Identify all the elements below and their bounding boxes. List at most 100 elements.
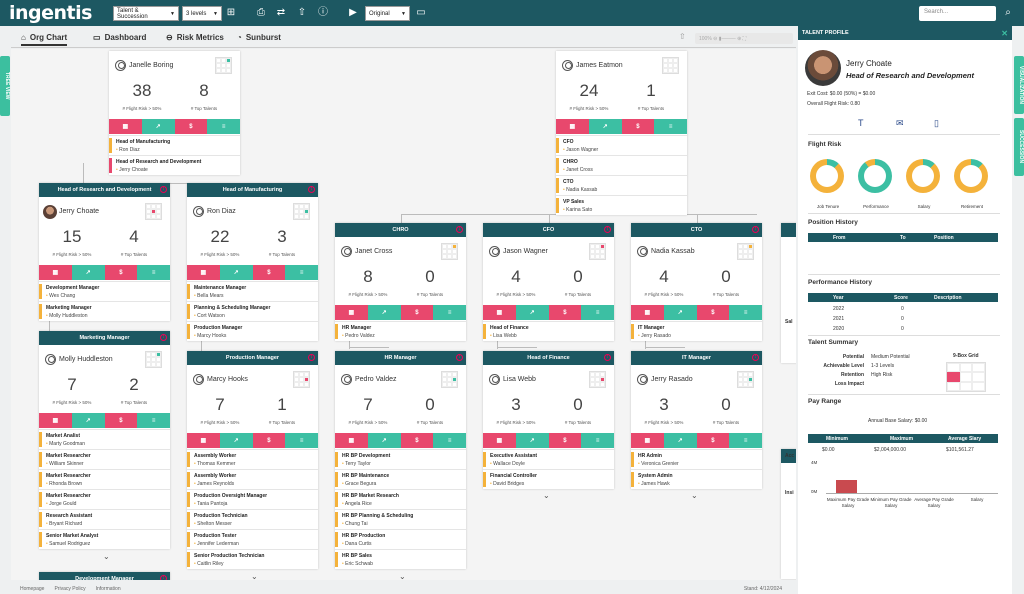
footer-link-information[interactable]: Information [95, 585, 121, 592]
chevron-down-icon[interactable]: ⌄ [399, 572, 406, 580]
money-icon[interactable]: $ [621, 119, 655, 134]
report-item[interactable]: CFO Jason Wagner [556, 135, 687, 155]
org-card[interactable]: James Eatmon 24 1 # Flight Risk > 50% # Top … [556, 51, 687, 215]
version-select[interactable]: Original ▼ [365, 6, 410, 21]
actions-icon[interactable]: ≡ [285, 433, 318, 448]
money-icon[interactable]: $ [104, 413, 138, 428]
view-select[interactable]: Talent & Succession ▼ [113, 6, 179, 21]
report-item[interactable]: Financial Controller David Bridges [483, 469, 614, 489]
chart-icon[interactable]: ↗ [663, 305, 697, 320]
report-item[interactable]: HR BP Market Research Angela Rice [335, 489, 466, 509]
chart-icon[interactable]: ↗ [71, 413, 105, 428]
info-icon[interactable]: ! [604, 226, 611, 233]
org-card[interactable]: Marketing Manager! Molly Huddleston 7 2 # Fl… [39, 331, 170, 549]
report-item[interactable]: HR Admin Veronica Grenier [631, 449, 762, 469]
chevron-down-icon[interactable]: ⌄ [691, 491, 698, 500]
money-icon[interactable]: $ [696, 433, 730, 448]
share-icon[interactable]: ⇧ [297, 7, 307, 18]
info-icon[interactable]: ! [308, 354, 315, 361]
report-item[interactable]: HR Manager Pedro Valdez [335, 321, 466, 341]
org-card[interactable]: CTO! Nadia Kassab 4 0 # Flight Risk > 50% # T… [631, 223, 762, 341]
actions-icon[interactable]: ≡ [285, 265, 318, 280]
report-item[interactable]: Maintenance Manager Bella Mears [187, 281, 318, 301]
tab-dashboard[interactable]: ▭ Dashboard [93, 33, 147, 42]
visualization-tab[interactable]: VISUALIZATION [1014, 56, 1024, 114]
report-item[interactable]: Market Researcher Rhonda Brown [39, 469, 170, 489]
mail-icon[interactable]: ✉ [896, 118, 904, 128]
info-icon[interactable]: ! [752, 226, 759, 233]
calendar-icon[interactable]: ▦ [335, 433, 368, 448]
org-chart-canvas[interactable]: Janelle Boring 38 8 # Flight Risk > 50% # To… [11, 49, 796, 580]
calendar-icon[interactable]: ▦ [109, 119, 142, 134]
chevron-down-icon[interactable]: ⌄ [543, 491, 550, 500]
chart-icon[interactable]: ↗ [515, 305, 549, 320]
play-icon[interactable]: ▶ [349, 7, 357, 18]
report-item[interactable]: HR BP Production Dana Curtis [335, 529, 466, 549]
org-card[interactable]: Head of Research and Development! Jerry C… [39, 183, 170, 321]
info-icon[interactable]: ! [160, 334, 167, 341]
calendar-icon[interactable]: ▦ [187, 265, 220, 280]
close-icon[interactable]: ✕ [1001, 28, 1008, 38]
report-item[interactable]: System Admin James Hawk [631, 469, 762, 489]
info-icon[interactable]: ! [308, 186, 315, 193]
info-icon[interactable]: ! [160, 186, 167, 193]
calendar-icon[interactable]: ▦ [39, 413, 72, 428]
hierarchy-icon[interactable]: ⊞ [226, 7, 236, 18]
report-item[interactable]: CHRO Janet Cross [556, 155, 687, 175]
footer-link-privacy[interactable]: Privacy Policy [54, 585, 86, 592]
levels-select[interactable]: 3 levels ▼ [182, 6, 222, 21]
tree-view-tab[interactable]: TREE VIEW [0, 56, 10, 116]
tab-sunburst[interactable]: ◔ Sunburst [237, 33, 281, 42]
report-item[interactable]: CTO Nadia Kassab [556, 175, 687, 195]
org-card[interactable]: CHRO! Janet Cross 8 0 # Flight Risk > 50% # T… [335, 223, 466, 341]
info-icon[interactable]: ! [160, 575, 167, 580]
phone-icon[interactable]: ▯ [934, 118, 939, 128]
chart-icon[interactable]: ↗ [367, 433, 401, 448]
calendar-icon[interactable]: ▦ [483, 433, 516, 448]
report-item[interactable]: Market Analist Marty Goodman [39, 429, 170, 449]
tab-risk-metrics[interactable]: ⊖ Risk Metrics [166, 33, 224, 42]
money-icon[interactable]: $ [548, 305, 582, 320]
org-card[interactable]: HR Manager! Pedro Valdez 7 0 # Flight Risk >… [335, 351, 466, 569]
money-icon[interactable]: $ [252, 265, 286, 280]
actions-icon[interactable]: ≡ [729, 305, 762, 320]
org-card-partial[interactable]: Acc [781, 449, 796, 579]
teams-icon[interactable]: T [858, 118, 864, 128]
actions-icon[interactable]: ≡ [654, 119, 687, 134]
calendar-icon[interactable]: ▦ [335, 305, 368, 320]
org-card[interactable]: IT Manager! Jerry Rasado 3 0 # Flight Risk >… [631, 351, 762, 489]
report-item[interactable]: Senior Market Analyst Samuel Rodriguez [39, 529, 170, 549]
info-icon[interactable]: ⓘ [318, 7, 328, 18]
report-item[interactable]: Production Technician Shelton Messer [187, 509, 318, 529]
actions-icon[interactable]: ≡ [433, 305, 466, 320]
money-icon[interactable]: $ [400, 433, 434, 448]
calendar-icon[interactable]: ▦ [483, 305, 516, 320]
actions-icon[interactable]: ≡ [207, 119, 240, 134]
money-icon[interactable]: $ [252, 433, 286, 448]
up-arrow-icon[interactable]: ⇧ [679, 32, 686, 41]
calendar-icon[interactable]: ▦ [187, 433, 220, 448]
report-item[interactable]: Market Researcher Jorge Gould [39, 489, 170, 509]
search-input[interactable]: Search... [919, 6, 996, 21]
chart-icon[interactable]: ↗ [141, 119, 175, 134]
export-icon[interactable]: ⇄ [276, 7, 286, 18]
org-card[interactable]: Development Manager! [39, 572, 170, 580]
org-card[interactable]: Head of Manufacturing! Ron Diaz 22 3 # Fligh… [187, 183, 318, 341]
report-item[interactable]: Production Manager Marcy Hooks [187, 321, 318, 341]
info-icon[interactable]: ! [604, 354, 611, 361]
report-item[interactable]: Marketing Manager Molly Huddleston [39, 301, 170, 321]
money-icon[interactable]: $ [400, 305, 434, 320]
actions-icon[interactable]: ≡ [137, 265, 170, 280]
report-item[interactable]: IT Manager Jerry Rasado [631, 321, 762, 341]
actions-icon[interactable]: ≡ [137, 413, 170, 428]
zoom-control[interactable]: 100% ⊖ ▮──── ⊕ ⛶ [695, 33, 793, 44]
chevron-down-icon[interactable]: ⌄ [251, 572, 258, 580]
report-item[interactable]: Assembly Worker Thomas Kemmer [187, 449, 318, 469]
report-item[interactable]: HR BP Planning & Scheduling Chung Tai [335, 509, 466, 529]
chart-icon[interactable]: ↗ [219, 433, 253, 448]
footer-link-homepage[interactable]: Homepage [20, 585, 45, 592]
print-icon[interactable]: ⎙ [257, 7, 265, 18]
report-item[interactable]: HR BP Development Terry Taylor [335, 449, 466, 469]
org-card[interactable]: Janelle Boring 38 8 # Flight Risk > 50% # To… [109, 51, 240, 175]
info-icon[interactable]: ! [456, 226, 463, 233]
